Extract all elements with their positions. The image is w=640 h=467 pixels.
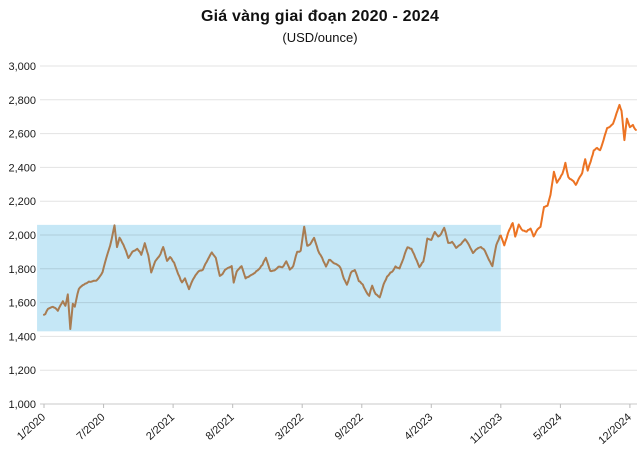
series-line: [499, 103, 637, 247]
x-axis-label: 3/2022: [273, 411, 306, 442]
x-axis-label: 11/2023: [468, 411, 505, 446]
x-axis-label: 1/2020: [15, 411, 48, 442]
x-axis-label: 9/2022: [333, 411, 366, 442]
y-axis-label: 2,200: [8, 196, 36, 208]
x-axis-label: 2/2021: [144, 411, 177, 442]
chart-subtitle: (USD/ounce): [282, 30, 358, 45]
x-axis-label: 12/2024: [596, 411, 634, 447]
x-axis-label: 7/2020: [75, 411, 108, 442]
series-line: [43, 224, 502, 330]
y-axis-label: 2,400: [8, 162, 36, 174]
y-axis-label: 1,600: [8, 298, 36, 310]
y-axis-label: 1,800: [8, 264, 36, 276]
chart-title: Giá vàng giai đoạn 2020 - 2024: [200, 8, 440, 25]
y-axis-label: 3,000: [8, 61, 36, 73]
y-axis-label: 1,000: [8, 399, 36, 411]
y-axis-label: 2,800: [8, 95, 36, 107]
highlight-band: [37, 224, 501, 332]
y-axis-label: 2,000: [8, 230, 36, 242]
y-axis-label: 1,400: [8, 331, 36, 343]
x-axis-label: 8/2021: [204, 411, 237, 442]
x-axis-label: 5/2024: [531, 411, 564, 442]
x-axis-label: 4/2023: [402, 411, 435, 442]
y-axis-label: 2,600: [8, 129, 36, 141]
y-axis-label: 1,200: [8, 365, 36, 377]
